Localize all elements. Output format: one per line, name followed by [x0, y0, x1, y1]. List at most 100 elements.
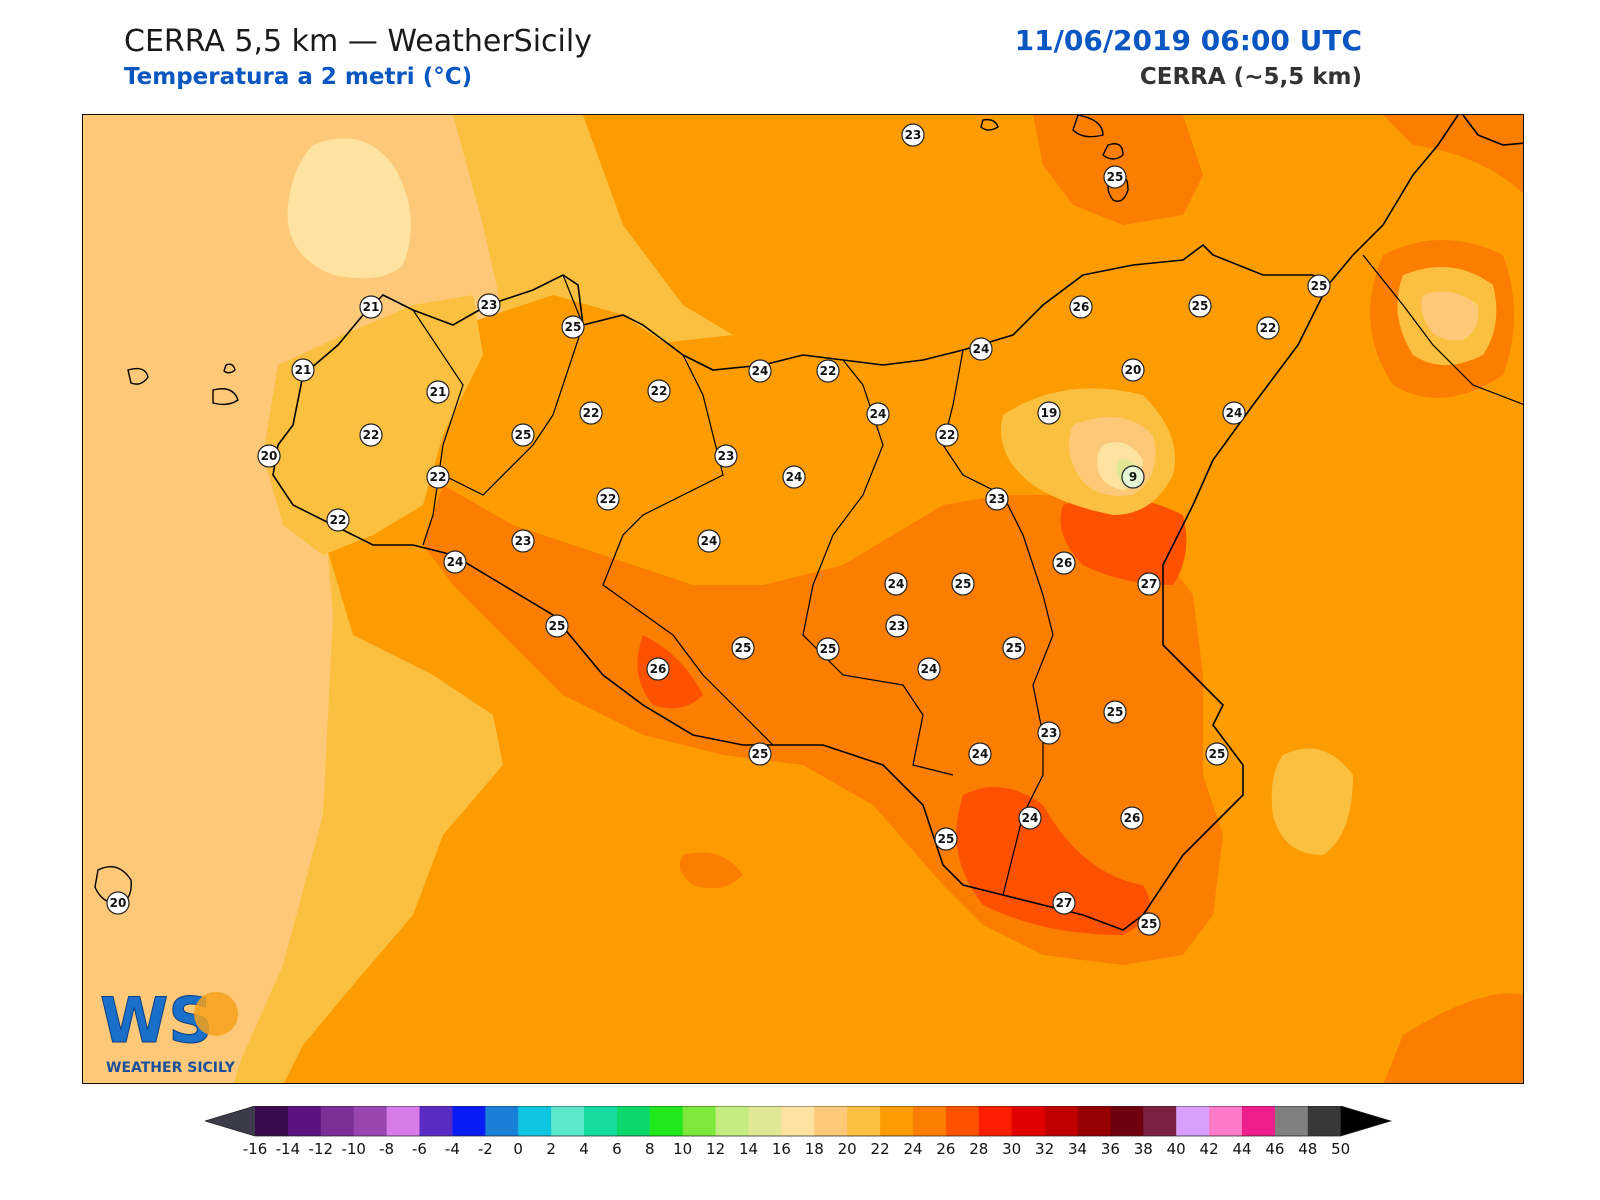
- station-marker: 23: [885, 614, 909, 638]
- station-circle: [1052, 891, 1076, 915]
- station-value: 25: [1006, 641, 1023, 655]
- station-circle: [969, 337, 993, 361]
- station-circle: [884, 572, 908, 596]
- station-marker: 25: [1205, 742, 1229, 766]
- station-marker: 23: [477, 293, 501, 317]
- map-subtitle: Temperatura a 2 metri (°C): [124, 64, 473, 90]
- station-circle: [934, 827, 958, 851]
- colorbar-swatch: [978, 1106, 1013, 1136]
- station-circle: [1121, 465, 1145, 489]
- colorbar-tick-label: 36: [1101, 1140, 1120, 1158]
- station-value: 22: [1260, 321, 1277, 335]
- station-value: 24: [1226, 406, 1243, 420]
- temperature-map: 23 25 21 23 25 21 21 22 20 22 22 25 22 22 22 24 23 22 23 24…: [82, 114, 1524, 1084]
- colorbar-tick-label: -14: [276, 1140, 301, 1158]
- colorbar-tick-label: -6: [412, 1140, 427, 1158]
- colorbar-svg: -16 -14 -12 -10 -8 -6 -4 -2 0 2 4 6 8 10 12 14 16 18 20 22 2…: [203, 1105, 1393, 1158]
- station-value: 24: [973, 342, 990, 356]
- station-value: 24: [1022, 811, 1039, 825]
- field-band-18-west: [287, 138, 411, 279]
- station-circle: [714, 444, 738, 468]
- station-circle: [731, 636, 755, 660]
- station-circle: [1103, 165, 1127, 189]
- colorbar-swatch: [255, 1106, 289, 1136]
- station-circle: [748, 742, 772, 766]
- station-marker: 9: [1121, 465, 1145, 489]
- station-value: 22: [330, 513, 347, 527]
- station-markers: 23 25 21 23 25 21 21 22 20 22 22 25 22 22 22 24 23 22 23 24…: [106, 123, 1331, 936]
- map-title: CERRA 5,5 km — WeatherSicily: [124, 24, 592, 59]
- colorbar-tick-label: 14: [739, 1140, 758, 1158]
- station-circle: [1222, 401, 1246, 425]
- colorbar-swatch: [1274, 1106, 1309, 1136]
- field-band-28-southeast: [956, 787, 1150, 935]
- station-circle: [1018, 806, 1042, 830]
- station-circle: [477, 293, 501, 317]
- station-circle: [1256, 316, 1280, 340]
- station-value: 22: [600, 492, 617, 506]
- island-ustica: [980, 118, 999, 131]
- station-circle: [1002, 636, 1026, 660]
- station-marker: 24: [866, 402, 890, 426]
- colorbar-swatch: [682, 1106, 717, 1136]
- station-value: 25: [1192, 299, 1209, 313]
- station-circle: [359, 295, 383, 319]
- colorbar-tick-label: 34: [1068, 1140, 1087, 1158]
- station-circle: [1121, 358, 1145, 382]
- station-marker: 23: [985, 487, 1009, 511]
- station-marker: 20: [1121, 358, 1145, 382]
- station-circle: [561, 315, 585, 339]
- station-circle: [596, 487, 620, 511]
- station-marker: 24: [1222, 401, 1246, 425]
- colorbar-tick-label: 2: [546, 1140, 556, 1158]
- station-circle: [579, 401, 603, 425]
- station-marker: 24: [969, 337, 993, 361]
- station-circle: [511, 423, 535, 447]
- province-borders: [412, 274, 1054, 896]
- colorbar-swatch: [1209, 1106, 1243, 1136]
- valid-datetime: 11/06/2019 06:00 UTC: [1014, 24, 1362, 57]
- station-marker: 25: [1103, 700, 1127, 724]
- station-value: 25: [1141, 917, 1158, 931]
- station-marker: 26: [1069, 295, 1093, 319]
- station-circle: [1052, 551, 1076, 575]
- station-circle: [816, 359, 840, 383]
- station-circle: [985, 487, 1009, 511]
- station-circle: [1120, 806, 1144, 830]
- island-favignana: [212, 388, 239, 406]
- station-circle: [1037, 401, 1061, 425]
- logo-monogram: WS: [100, 984, 213, 1057]
- station-marker: 26: [646, 657, 670, 681]
- station-circle: [291, 358, 315, 382]
- colorbar-tick-label: 24: [903, 1140, 922, 1158]
- station-marker: 24: [968, 742, 992, 766]
- station-marker: 24: [884, 572, 908, 596]
- station-value: 26: [1124, 811, 1141, 825]
- station-circle: [1137, 912, 1161, 936]
- station-marker: 27: [1052, 891, 1076, 915]
- station-value: 25: [515, 428, 532, 442]
- colorbar-tick-label: 4: [579, 1140, 589, 1158]
- station-marker: 25: [511, 423, 535, 447]
- station-value: 25: [735, 641, 752, 655]
- colorbar-frame: [203, 1105, 1393, 1137]
- station-value: 23: [989, 492, 1006, 506]
- station-value: 22: [583, 406, 600, 420]
- model-label: CERRA (~5,5 km): [1139, 64, 1362, 90]
- station-circle: [647, 379, 671, 403]
- station-circle: [782, 465, 806, 489]
- station-circle: [443, 550, 467, 574]
- field-band-26-ne: [1383, 115, 1523, 194]
- station-circle: [1137, 572, 1161, 596]
- colorbar-swatch: [715, 1106, 749, 1136]
- colorbar-tick-label: -16: [243, 1140, 268, 1158]
- map-canvas: 23 25 21 23 25 21 21 22 20 22 22 25 22 22 22 24 23 22 23 24…: [83, 115, 1523, 1083]
- station-marker: 22: [326, 508, 350, 532]
- station-circle: [359, 423, 383, 447]
- station-circle: [1069, 295, 1093, 319]
- colorbar-swatch: [649, 1106, 684, 1136]
- station-marker: 25: [934, 827, 958, 851]
- station-marker: 20: [257, 444, 281, 468]
- colorbar-swatch: [847, 1106, 881, 1136]
- station-marker: 19: [1037, 401, 1061, 425]
